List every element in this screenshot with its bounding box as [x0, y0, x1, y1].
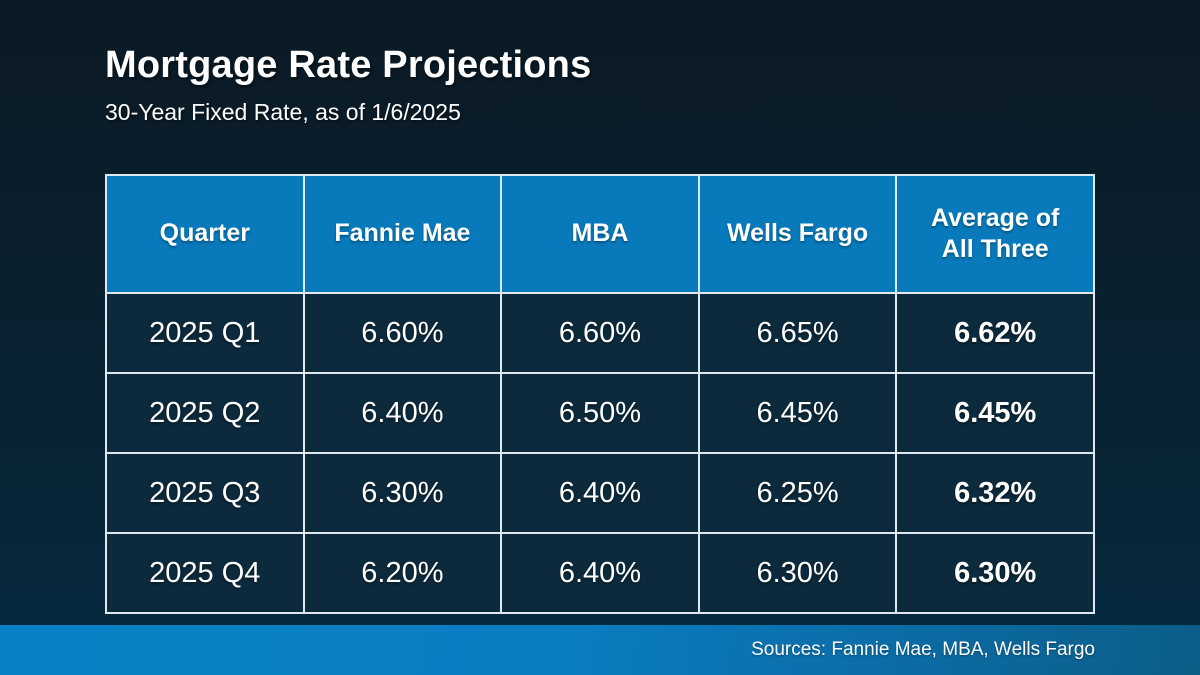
- cell-average: 6.30%: [895, 532, 1095, 614]
- cell-fannie-mae: 6.60%: [302, 292, 503, 374]
- cell-wells-fargo: 6.65%: [697, 292, 898, 374]
- cell-mba: 6.40%: [500, 452, 700, 534]
- cell-quarter: 2025 Q4: [105, 532, 305, 614]
- column-header-mba: MBA: [500, 174, 700, 294]
- column-header-average: Average of All Three: [895, 174, 1095, 294]
- column-header-wells-fargo: Wells Fargo: [697, 174, 898, 294]
- table-row-q2: 2025 Q2 6.40% 6.50% 6.45% 6.45%: [105, 372, 1095, 454]
- cell-mba: 6.60%: [500, 292, 700, 374]
- cell-mba: 6.50%: [500, 372, 700, 454]
- cell-fannie-mae: 6.30%: [302, 452, 503, 534]
- cell-average: 6.32%: [895, 452, 1095, 534]
- table-row-q4: 2025 Q4 6.20% 6.40% 6.30% 6.30%: [105, 532, 1095, 614]
- cell-quarter: 2025 Q1: [105, 292, 305, 374]
- cell-wells-fargo: 6.25%: [697, 452, 898, 534]
- cell-mba: 6.40%: [500, 532, 700, 614]
- cell-fannie-mae: 6.40%: [302, 372, 503, 454]
- cell-wells-fargo: 6.45%: [697, 372, 898, 454]
- table-row-q1: 2025 Q1 6.60% 6.60% 6.65% 6.62%: [105, 292, 1095, 374]
- header-row: Quarter Fannie Mae MBA Wells Fargo Avera…: [105, 174, 1095, 294]
- column-header-fannie-mae: Fannie Mae: [302, 174, 503, 294]
- page-subtitle: 30-Year Fixed Rate, as of 1/6/2025: [105, 99, 461, 125]
- footer-bar: Sources: Fannie Mae, MBA, Wells Fargo: [0, 625, 1200, 675]
- cell-quarter: 2025 Q2: [105, 372, 305, 454]
- header-block: Mortgage Rate Projections 30-Year Fixed …: [105, 44, 591, 126]
- cell-wells-fargo: 6.30%: [697, 532, 898, 614]
- table-body: 2025 Q1 6.60% 6.60% 6.65% 6.62% 2025 Q2 …: [105, 292, 1095, 614]
- cell-fannie-mae: 6.20%: [302, 532, 503, 614]
- page-title: Mortgage Rate Projections: [105, 44, 592, 86]
- table-row-q3: 2025 Q3 6.30% 6.40% 6.25% 6.32%: [105, 452, 1095, 534]
- column-header-quarter: Quarter: [105, 174, 305, 294]
- cell-quarter: 2025 Q3: [105, 452, 305, 534]
- cell-average: 6.45%: [895, 372, 1095, 454]
- mortgage-rate-projections-table: Quarter Fannie Mae MBA Wells Fargo Avera…: [105, 174, 1095, 614]
- sources-text: Sources: Fannie Mae, MBA, Wells Fargo: [751, 639, 1095, 660]
- table-header: Quarter Fannie Mae MBA Wells Fargo Avera…: [105, 174, 1095, 294]
- cell-average: 6.62%: [895, 292, 1095, 374]
